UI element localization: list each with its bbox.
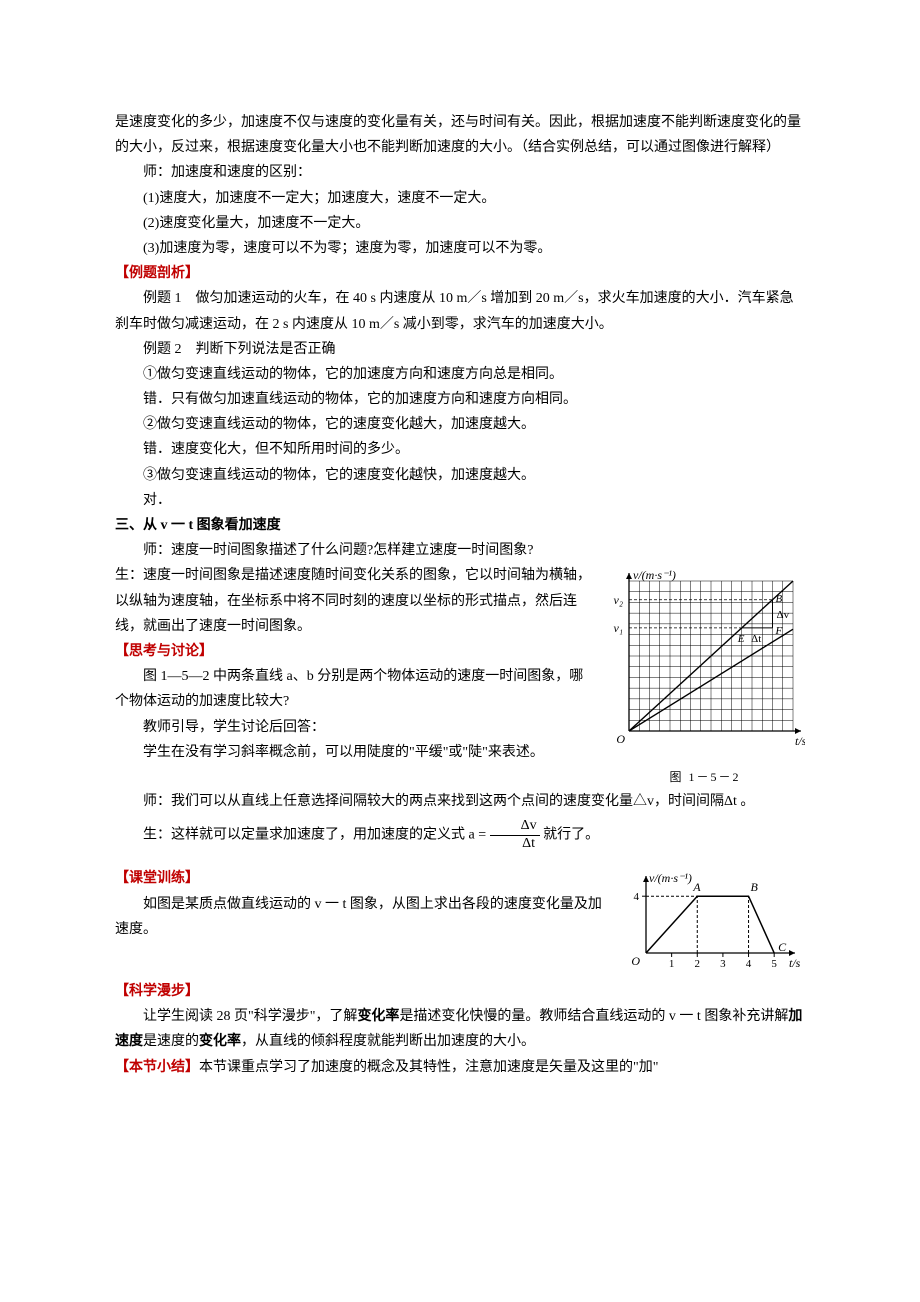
formula-line: 生：这样就可以定量求加速度了，用加速度的定义式 a = Δv Δt 就行了。 — [115, 818, 805, 853]
formula-posttext: 就行了。 — [543, 827, 599, 842]
svg-text:v₁: v₁ — [614, 621, 624, 635]
body-text: 师：速度一时间图象描述了什么问题?怎样建立速度一时间图象? — [115, 538, 805, 563]
svg-text:v/(m·s⁻¹): v/(m·s⁻¹) — [633, 568, 676, 582]
vt-trapezoid-chart: 1 2 3 4 5 4 A B C Ot/s v/(m·s⁻¹) — [620, 866, 805, 971]
body-text: ③做匀变速直线运动的物体，它的速度变化越快，加速度越大。 — [115, 463, 805, 488]
body-text: (2)速度变化量大，加速度不一定大。 — [115, 211, 805, 236]
svg-text:2: 2 — [695, 958, 701, 970]
svg-text:F: F — [775, 625, 783, 637]
svg-text:B: B — [751, 881, 759, 895]
body-text: ②做匀变速直线运动的物体，它的速度变化越大，加速度越大。 — [115, 412, 805, 437]
vt-grid-chart: Ot/s v/(m·s⁻¹) v₁ v₂ E F B Δt Δv — [605, 563, 805, 753]
bold-term: 变化率 — [199, 1034, 241, 1049]
body-text: 师：我们可以从直线上任意选择间隔较大的两点来找到这两个点间的速度变化量△v，时间… — [115, 789, 805, 814]
figure-vt-trapezoid: 1 2 3 4 5 4 A B C Ot/s v/(m·s⁻¹) — [620, 866, 805, 979]
svg-text:E: E — [737, 633, 745, 645]
svg-text:4: 4 — [746, 958, 752, 970]
text-span: ，从直线的倾斜程度就能判断出加速度的大小。 — [241, 1034, 535, 1049]
text-span: 是描述变化快慢的量。教师结合直线运动的 v 一 t 图象补充讲解 — [399, 1009, 788, 1024]
svg-text:t/s: t/s — [789, 956, 801, 970]
svg-text:1: 1 — [669, 958, 675, 970]
body-text: (1)速度大，加速度不一定大；加速度大，速度不一定大。 — [115, 186, 805, 211]
formula-lhs: a = — [469, 827, 487, 842]
svg-text:O: O — [631, 954, 640, 968]
svg-text:C: C — [778, 940, 787, 954]
svg-text:O: O — [616, 732, 625, 746]
svg-text:4: 4 — [634, 892, 640, 904]
example-2: 例题 2 判断下列说法是否正确 — [115, 337, 805, 362]
svg-text:t/s: t/s — [795, 734, 805, 748]
svg-text:v₂: v₂ — [614, 593, 624, 607]
example-1: 例题 1 做匀加速运动的火车，在 40 s 内速度从 10 m／s 增加到 20… — [115, 286, 805, 336]
svg-text:B: B — [776, 593, 783, 605]
body-text: (3)加速度为零，速度可以不为零；速度为零，加速度可以不为零。 — [115, 236, 805, 261]
figure-1-5-2: Ot/s v/(m·s⁻¹) v₁ v₂ E F B Δt Δv 图 1－5－2 — [605, 563, 805, 788]
heading-science-walk: 【科学漫步】 — [115, 979, 805, 1004]
svg-text:Δv: Δv — [777, 609, 790, 621]
fraction-numerator: Δv — [490, 818, 540, 836]
svg-text:5: 5 — [771, 958, 777, 970]
text-span: 是速度的 — [143, 1034, 199, 1049]
body-text: 本节课重点学习了加速度的概念及其特性，注意加速度是矢量及这里的"加" — [199, 1060, 658, 1075]
svg-text:v/(m·s⁻¹): v/(m·s⁻¹) — [649, 871, 692, 885]
body-text: 师：加速度和速度的区别： — [115, 160, 805, 185]
text-span: 让学生阅读 28 页"科学漫步"，了解 — [143, 1009, 357, 1024]
svg-text:Δt: Δt — [751, 633, 761, 645]
heading-summary: 【本节小结】 — [115, 1060, 199, 1075]
svg-text:3: 3 — [720, 958, 726, 970]
heading-vt-graph: 三、从 v 一 t 图象看加速度 — [115, 513, 805, 538]
body-text: 错．速度变化大，但不知所用时间的多少。 — [115, 437, 805, 462]
svg-text:A: A — [692, 881, 701, 895]
heading-example-analysis: 【例题剖析】 — [115, 261, 805, 286]
figure-caption: 图 1－5－2 — [605, 767, 805, 789]
body-text: 是速度变化的多少，加速度不仅与速度的变化量有关，还与时间有关。因此，根据加速度不… — [115, 110, 805, 160]
formula-pretext: 生：这样就可以定量求加速度了，用加速度的定义式 — [143, 827, 465, 842]
body-text: 让学生阅读 28 页"科学漫步"，了解变化率是描述变化快慢的量。教师结合直线运动… — [115, 1004, 805, 1054]
body-text: ①做匀变速直线运动的物体，它的加速度方向和速度方向总是相同。 — [115, 362, 805, 387]
summary-line: 【本节小结】本节课重点学习了加速度的概念及其特性，注意加速度是矢量及这里的"加" — [115, 1055, 805, 1080]
fraction: Δv Δt — [490, 818, 540, 853]
body-text: 错．只有做匀加速直线运动的物体，它的加速度方向和速度方向相同。 — [115, 387, 805, 412]
body-text: 对． — [115, 488, 805, 513]
fraction-denominator: Δt — [490, 836, 540, 853]
bold-term: 变化率 — [357, 1009, 399, 1024]
